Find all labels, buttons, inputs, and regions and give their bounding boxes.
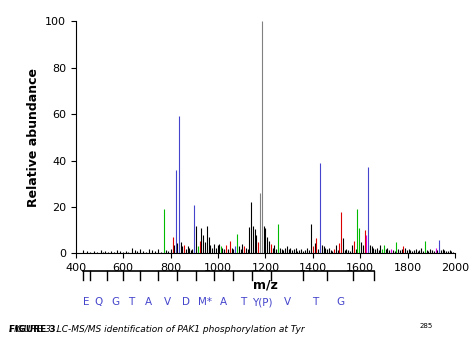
X-axis label: m/z: m/z <box>253 279 278 292</box>
Y-axis label: Relative abundance: Relative abundance <box>27 68 39 207</box>
Text: E: E <box>83 297 90 307</box>
Text: G: G <box>111 297 119 307</box>
Text: FIGURE 3.: FIGURE 3. <box>9 325 63 334</box>
Text: G: G <box>336 297 344 307</box>
Text: V: V <box>164 297 171 307</box>
Text: T: T <box>128 297 135 307</box>
Text: Q: Q <box>94 297 102 307</box>
Text: A: A <box>220 297 228 307</box>
Text: T: T <box>312 297 319 307</box>
Text: FIGURE 3. LC-MS/MS identification of PAK1 phosphorylation at Tyr: FIGURE 3. LC-MS/MS identification of PAK… <box>9 325 305 334</box>
Text: V: V <box>284 297 291 307</box>
Text: A: A <box>145 297 152 307</box>
Text: M*: M* <box>198 297 212 307</box>
Text: 285: 285 <box>419 323 433 329</box>
Text: T: T <box>240 297 246 307</box>
Text: D: D <box>182 297 190 307</box>
Text: Y(P): Y(P) <box>252 297 272 307</box>
